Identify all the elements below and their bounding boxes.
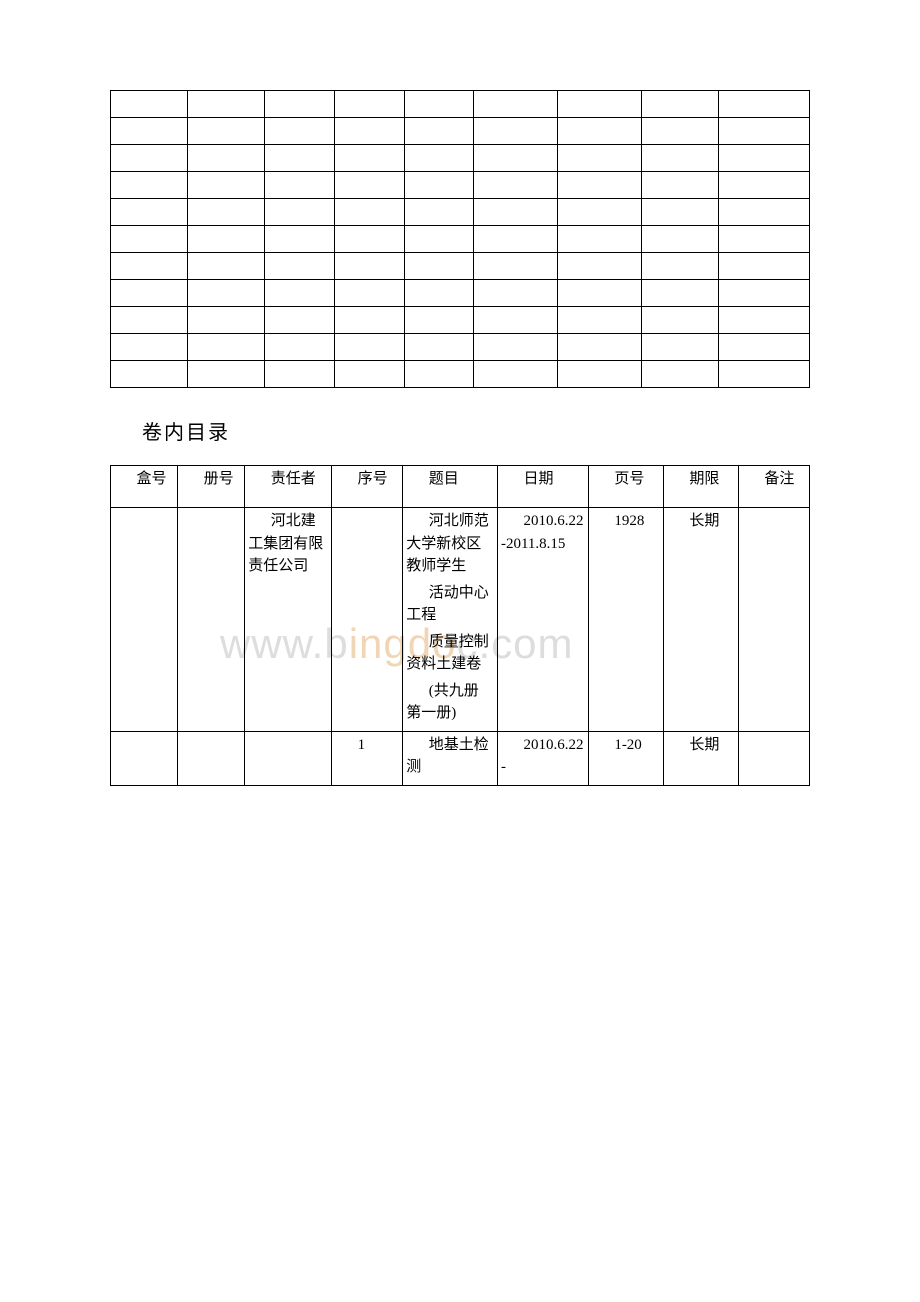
cell-date: 2010.6.22- — [497, 731, 588, 785]
cell-seq — [332, 508, 403, 732]
cell-volume — [178, 508, 245, 732]
empty-grid-table — [110, 90, 810, 388]
table-row — [111, 118, 810, 145]
cell-box — [111, 731, 178, 785]
cell-period: 长期 — [663, 731, 738, 785]
table-row — [111, 334, 810, 361]
header-seq: 序号 — [332, 466, 403, 508]
table-row — [111, 172, 810, 199]
table-row — [111, 253, 810, 280]
header-volume: 册号 — [178, 466, 245, 508]
table-row — [111, 199, 810, 226]
table-row: 河北建工集团有限责任公司 河北师范大学新校区教师学生 活动中心工程 质量控制资料… — [111, 508, 810, 732]
cell-page: 1-20 — [588, 731, 663, 785]
table-row — [111, 307, 810, 334]
cell-date: 2010.6.22-2011.8.15 — [497, 508, 588, 732]
header-page: 页号 — [588, 466, 663, 508]
cell-remark — [738, 508, 809, 732]
title-part: (共九册 第一册) — [406, 680, 494, 725]
cell-remark — [738, 731, 809, 785]
page-content: 卷内目录 盒号 册号 责任者 序号 题目 日期 页号 期限 备注 河北建工集团有… — [110, 90, 810, 786]
cell-responsible: 河北建工集团有限责任公司 — [245, 508, 332, 732]
header-box: 盒号 — [111, 466, 178, 508]
cell-volume — [178, 731, 245, 785]
cell-box — [111, 508, 178, 732]
cell-seq: 1 — [332, 731, 403, 785]
title-part: 河北师范大学新校区教师学生 — [406, 510, 494, 578]
header-responsible: 责任者 — [245, 466, 332, 508]
header-period: 期限 — [663, 466, 738, 508]
title-part: 地基土检测 — [406, 734, 494, 779]
table-row — [111, 226, 810, 253]
empty-grid-body — [111, 91, 810, 388]
cell-responsible — [245, 731, 332, 785]
table-row — [111, 91, 810, 118]
section-title: 卷内目录 — [142, 416, 810, 445]
header-title: 题目 — [403, 466, 498, 508]
table-row — [111, 145, 810, 172]
cell-page: 1928 — [588, 508, 663, 732]
cell-title: 地基土检测 — [403, 731, 498, 785]
cell-title: 河北师范大学新校区教师学生 活动中心工程 质量控制资料土建卷 (共九册 第一册) — [403, 508, 498, 732]
title-part: 活动中心工程 — [406, 582, 494, 627]
header-remark: 备注 — [738, 466, 809, 508]
cell-period: 长期 — [663, 508, 738, 732]
catalog-table: 盒号 册号 责任者 序号 题目 日期 页号 期限 备注 河北建工集团有限责任公司… — [110, 465, 810, 786]
table-row: 1 地基土检测 2010.6.22- 1-20 长期 — [111, 731, 810, 785]
table-row — [111, 280, 810, 307]
table-row — [111, 361, 810, 388]
header-date: 日期 — [497, 466, 588, 508]
table-header-row: 盒号 册号 责任者 序号 题目 日期 页号 期限 备注 — [111, 466, 810, 508]
title-part: 质量控制资料土建卷 — [406, 631, 494, 676]
